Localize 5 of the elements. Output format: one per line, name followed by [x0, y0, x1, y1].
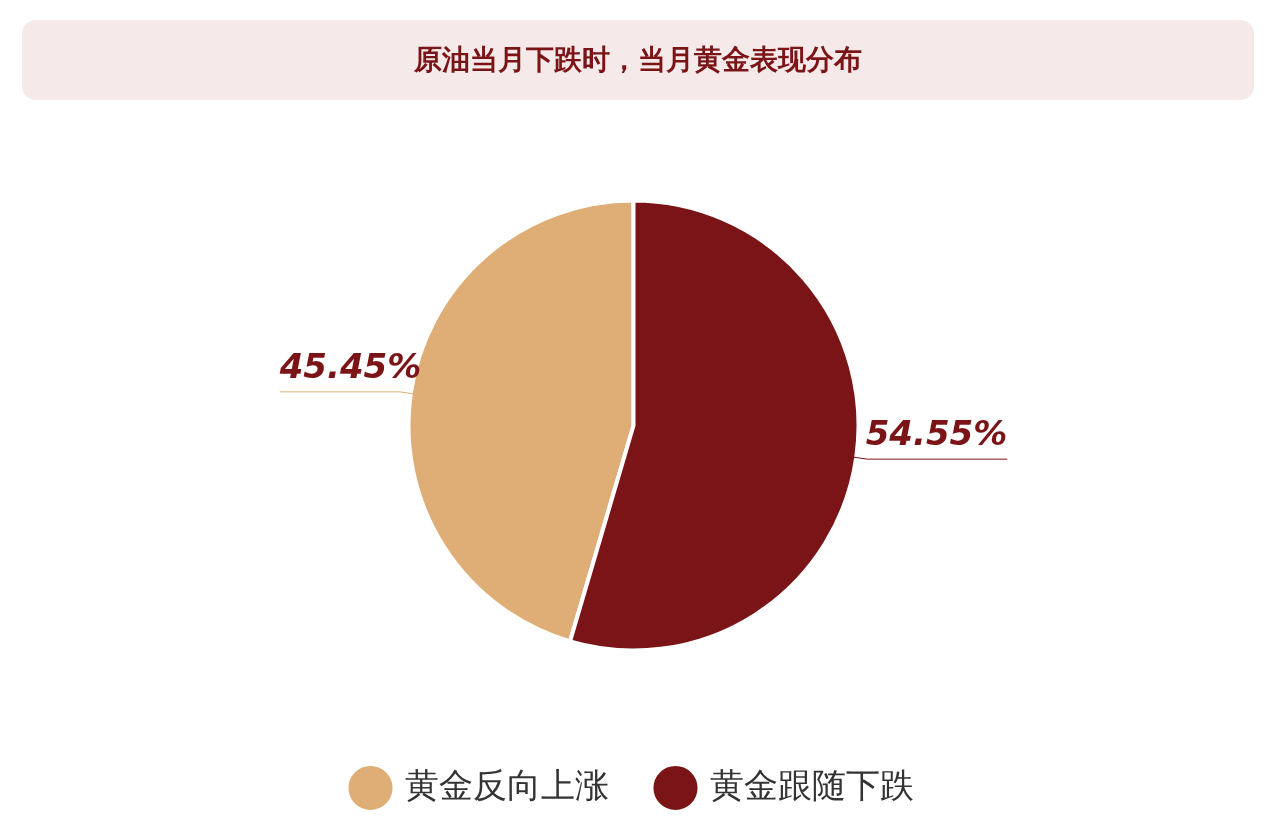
data-label: 45.45%	[278, 345, 422, 386]
chart-title: 原油当月下跌时，当月黄金表现分布	[22, 20, 1254, 100]
legend-label: 黄金反向上涨	[404, 764, 609, 805]
data-label: 54.55%	[865, 412, 1008, 453]
legend-label: 黄金跟随下跌	[709, 764, 914, 805]
